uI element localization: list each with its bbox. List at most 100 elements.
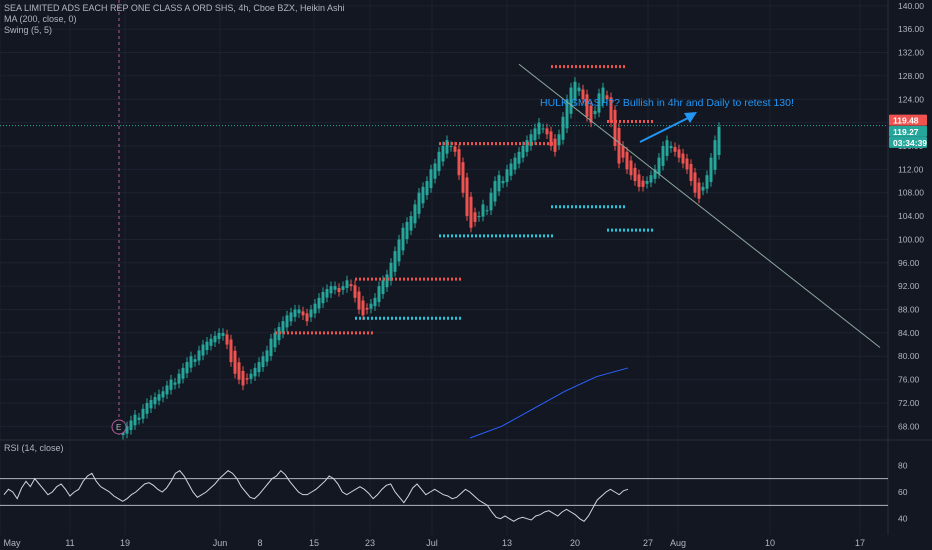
candle-body bbox=[397, 239, 401, 262]
candle-body bbox=[377, 286, 381, 303]
price-tag-label: 03:34:39 bbox=[893, 138, 927, 148]
candle-body bbox=[689, 163, 693, 182]
candle-body bbox=[529, 134, 533, 147]
candle-body bbox=[549, 131, 553, 146]
candle-body bbox=[609, 97, 613, 123]
y-tick-label: 72.00 bbox=[898, 398, 920, 408]
y-tick-label: 84.00 bbox=[898, 328, 920, 338]
price-tag-label: 119.48 bbox=[893, 116, 919, 126]
candle-body bbox=[637, 174, 641, 187]
candle-body bbox=[177, 373, 181, 384]
candle-body bbox=[257, 362, 261, 373]
candle-body bbox=[181, 367, 185, 379]
candle-body bbox=[569, 87, 573, 114]
ma-legend[interactable]: MA (200, close, 0) bbox=[4, 14, 77, 24]
x-tick-label: 19 bbox=[120, 538, 130, 548]
candle-body bbox=[713, 140, 717, 170]
candle-body bbox=[541, 128, 545, 130]
candle-body bbox=[373, 297, 377, 307]
candle-body bbox=[685, 158, 689, 170]
candle-body bbox=[145, 402, 149, 414]
earnings-badge-label: E bbox=[116, 423, 121, 432]
candle-body bbox=[537, 122, 541, 135]
candle-body bbox=[621, 145, 625, 158]
candle-body bbox=[513, 157, 517, 170]
candle-body bbox=[369, 303, 373, 309]
candle-body bbox=[533, 128, 537, 141]
candle-body bbox=[245, 378, 249, 380]
candle-body bbox=[681, 153, 685, 164]
candle-body bbox=[469, 196, 473, 228]
candle-body bbox=[169, 379, 173, 390]
swing-legend[interactable]: Swing (5, 5) bbox=[4, 25, 53, 35]
candle-body bbox=[601, 87, 605, 103]
candle-body bbox=[485, 210, 489, 212]
y-tick-label: 140.00 bbox=[898, 1, 924, 11]
x-tick-label: Jul bbox=[426, 538, 438, 548]
rsi-legend[interactable]: RSI (14, close) bbox=[4, 443, 64, 453]
candle-body bbox=[305, 313, 309, 322]
candle-body bbox=[633, 167, 637, 182]
candle-body bbox=[385, 274, 389, 288]
candle-body bbox=[217, 332, 221, 340]
candle-body bbox=[465, 177, 469, 217]
candle-body bbox=[137, 417, 141, 420]
x-tick-label: Aug bbox=[670, 538, 686, 548]
candle-body bbox=[405, 221, 409, 240]
candle-body bbox=[653, 169, 657, 179]
candle-body bbox=[393, 251, 397, 272]
candle-body bbox=[353, 285, 357, 298]
annotation-arrowhead bbox=[684, 112, 697, 123]
candle-body bbox=[237, 362, 241, 380]
candle-body bbox=[657, 157, 661, 175]
y-tick-label: 68.00 bbox=[898, 421, 920, 431]
candle-body bbox=[577, 87, 581, 92]
symbol-legend[interactable]: SEA LIMITED ADS EACH REP ONE CLASS A ORD… bbox=[4, 3, 345, 13]
candle-body bbox=[269, 338, 273, 357]
candle-body bbox=[701, 186, 705, 191]
candle-body bbox=[157, 394, 161, 401]
x-tick-label: 15 bbox=[309, 538, 319, 548]
candle-body bbox=[641, 180, 645, 187]
candle-body bbox=[233, 350, 237, 374]
candle-body bbox=[325, 289, 329, 298]
earnings-badge bbox=[111, 419, 127, 435]
candle-body bbox=[593, 110, 597, 115]
candle-body bbox=[133, 414, 137, 426]
candle-body bbox=[717, 126, 721, 155]
y-tick-label: 92.00 bbox=[898, 281, 920, 291]
candle-body bbox=[645, 181, 649, 184]
candle-body bbox=[505, 169, 509, 183]
y-tick-label: 112.00 bbox=[898, 164, 924, 174]
x-tick-label: 13 bbox=[502, 538, 512, 548]
candle-body bbox=[265, 350, 269, 362]
candle-body bbox=[493, 181, 497, 202]
candle-body bbox=[605, 95, 609, 100]
candle-body bbox=[337, 287, 341, 292]
candle-body bbox=[313, 303, 317, 314]
candle-body bbox=[437, 151, 441, 172]
candle-body bbox=[501, 181, 505, 184]
x-tick-label: 27 bbox=[643, 538, 653, 548]
price-tag-bg bbox=[889, 136, 927, 148]
rsi-tick-label: 40 bbox=[898, 514, 908, 524]
candle-body bbox=[361, 300, 365, 316]
y-tick-label: 108.00 bbox=[898, 188, 924, 198]
candle-body bbox=[273, 332, 277, 348]
x-tick-label: 10 bbox=[765, 538, 775, 548]
y-tick-label: 132.00 bbox=[898, 48, 924, 58]
y-tick-label: 88.00 bbox=[898, 305, 920, 315]
rsi-tick-label: 80 bbox=[898, 460, 908, 470]
candle-body bbox=[709, 157, 713, 182]
y-tick-label: 80.00 bbox=[898, 351, 920, 361]
candle-body bbox=[561, 116, 565, 140]
candle-body bbox=[365, 307, 369, 310]
candle-body bbox=[225, 334, 229, 345]
y-tick-label: 96.00 bbox=[898, 258, 920, 268]
candle-body bbox=[185, 362, 189, 374]
candle-body bbox=[693, 172, 697, 193]
annotation-arrow bbox=[639, 116, 691, 143]
candle-body bbox=[421, 186, 425, 204]
candle-body bbox=[553, 138, 557, 152]
